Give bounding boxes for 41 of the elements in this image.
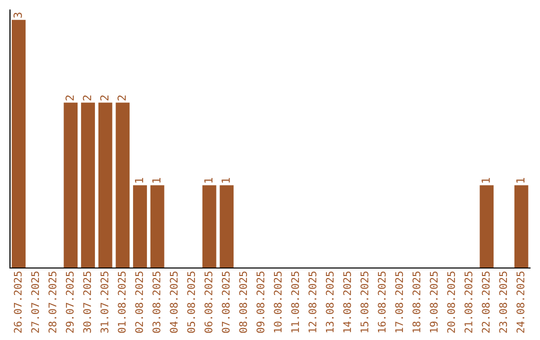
x-tick-label: 06.08.2025 [204,272,212,333]
x-tick-label: 05.08.2025 [187,272,196,333]
data-label: 2 [100,95,108,100]
x-tick-label: 24.08.2025 [516,272,524,333]
x-tick-label: 20.08.2025 [447,272,456,333]
data-label: 1 [204,178,212,183]
x-tick-label: 23.08.2025 [499,272,508,333]
x-tick-label: 19.08.2025 [430,272,438,332]
data-label: 3 [14,12,22,18]
data-label: 2 [118,95,126,100]
x-tick-label: 31.07.2025 [100,272,108,333]
data-label: 1 [482,178,490,183]
data-label: 1 [152,178,160,183]
x-tick-label: 10.08.2025 [274,272,282,332]
x-tick-label: 16.08.2025 [378,272,386,332]
x-tick-label: 08.08.2025 [239,272,248,333]
x-tick-label: 13.08.2025 [326,272,334,332]
data-label: 1 [134,178,144,183]
data-label: 1 [516,178,524,183]
x-tick-label: 17.08.2025 [395,272,404,332]
data-label: 1 [222,178,230,183]
x-tick-label: 28.07.2025 [48,272,56,333]
x-tick-label: 27.07.2025 [31,272,40,333]
x-tick-label: 18.08.2025 [412,272,420,332]
x-tick-label: 11.08.2025 [291,272,300,332]
x-tick-label: 07.08.2025 [222,272,230,333]
x-tick-label: 02.08.2025 [135,272,144,333]
x-tick-label: 01.08.2025 [118,272,126,333]
x-tick-label: 09.08.2025 [256,272,264,333]
data-label: 2 [82,95,92,100]
x-tick-label: 04.08.2025 [170,272,178,333]
x-tick-label: 22.08.2025 [482,272,490,333]
x-tick-label: 29.07.2025 [66,272,74,333]
x-tick-label: 14.08.2025 [343,272,352,332]
x-tick-label: 15.08.2025 [360,272,368,332]
x-tick-label: 21.08.2025 [464,272,472,333]
x-tick-label: 30.07.2025 [83,272,92,333]
data-label: 2 [66,95,74,100]
x-tick-label: 03.08.2025 [152,272,160,333]
x-tick-label: 12.08.2025 [308,272,316,332]
x-tick-label: 26.07.2025 [14,272,22,333]
